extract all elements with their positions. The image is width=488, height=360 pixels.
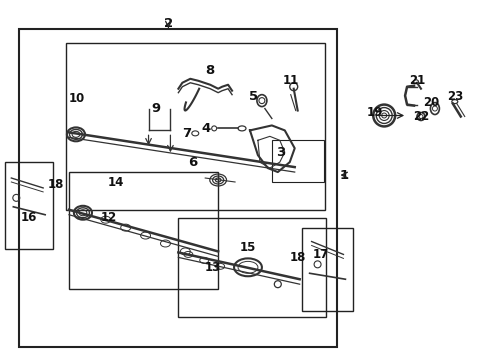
Text: 1: 1 (339, 168, 348, 181)
Text: 3: 3 (276, 146, 285, 159)
Text: 14: 14 (107, 176, 123, 189)
Text: 5: 5 (249, 90, 258, 103)
Bar (5, 162, 53, 249)
Text: 16: 16 (21, 211, 38, 224)
Bar (271, 140, 323, 182)
Bar (69, 172, 218, 289)
Text: 22: 22 (412, 110, 428, 123)
Text: 15: 15 (239, 241, 256, 254)
Text: 2: 2 (163, 17, 173, 30)
Text: 21: 21 (408, 74, 424, 87)
Bar (19, 29, 337, 347)
Bar (66, 43, 324, 210)
Bar (178, 218, 325, 317)
Text: 11: 11 (282, 74, 298, 87)
Text: 9: 9 (151, 102, 160, 115)
Text: 7: 7 (182, 127, 190, 140)
Text: 17: 17 (312, 248, 328, 261)
Text: 12: 12 (101, 211, 117, 224)
Text: 23: 23 (446, 90, 462, 103)
Text: 13: 13 (204, 261, 221, 274)
Text: 4: 4 (201, 122, 210, 135)
Text: 19: 19 (366, 106, 383, 119)
Text: 8: 8 (205, 64, 214, 77)
Text: 6: 6 (187, 156, 197, 168)
Text: 18: 18 (48, 179, 64, 192)
Text: 10: 10 (69, 92, 85, 105)
Bar (301, 228, 353, 311)
Text: 20: 20 (422, 96, 438, 109)
Text: 18: 18 (289, 251, 305, 264)
